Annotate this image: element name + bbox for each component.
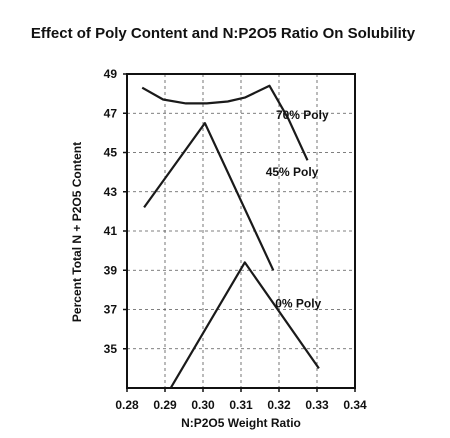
x-tick-label: 0.28 — [115, 398, 139, 412]
series-group — [141, 84, 320, 389]
x-tick-label: 0.33 — [305, 398, 329, 412]
y-tick-label: 47 — [104, 106, 118, 120]
x-tick-label: 0.34 — [343, 398, 367, 412]
series-line-70-poly — [141, 84, 309, 161]
series-line-0-poly — [169, 261, 320, 389]
y-tick-label: 35 — [104, 342, 118, 356]
chart-title: Effect of Poly Content and N:P2O5 Ratio … — [31, 25, 416, 42]
series-labels: 70% Poly 45% Poly 0% Poly — [266, 108, 329, 310]
y-tick-label: 39 — [104, 263, 118, 277]
y-axis-label: Percent Total N + P2O5 Content — [70, 142, 84, 322]
series-label-45-poly: 45% Poly — [266, 165, 319, 179]
axis-ticks: 0.28 0.29 0.30 0.31 0.32 0.33 0.34 35 37 39 41 43 45… — [104, 67, 367, 412]
y-tick-label: 49 — [104, 67, 118, 81]
x-tick-label: 0.32 — [267, 398, 291, 412]
x-tick-label: 0.29 — [153, 398, 177, 412]
y-tick-label: 43 — [104, 185, 118, 199]
x-axis-label: N:P2O5 Weight Ratio — [181, 416, 301, 430]
x-tick-label: 0.30 — [191, 398, 215, 412]
grid — [127, 74, 355, 388]
series-label-70-poly: 70% Poly — [276, 108, 329, 122]
y-tick-label: 37 — [104, 303, 118, 317]
series-label-0-poly: 0% Poly — [275, 297, 321, 311]
y-tick-label: 41 — [104, 224, 118, 238]
series-line-45-poly — [143, 121, 275, 271]
x-tick-label: 0.31 — [229, 398, 253, 412]
y-tick-label: 45 — [104, 146, 118, 160]
